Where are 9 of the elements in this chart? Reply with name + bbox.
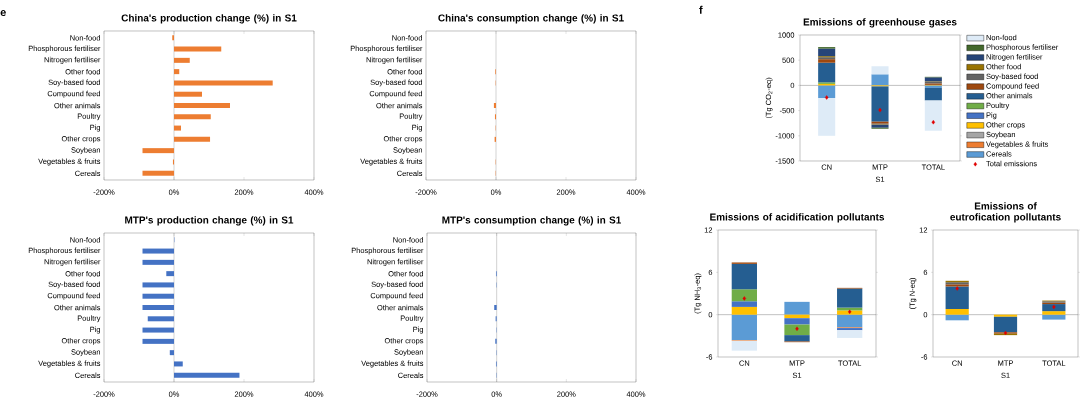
text: f: [699, 5, 703, 14]
chart-title: Emissions of eutrofication pollutants: [950, 202, 1061, 223]
chart-title: MTP's production change (%) in S1: [125, 216, 294, 226]
chart-title: MTP's consumption change (%) in S1: [442, 216, 621, 226]
chart-title: Emissions of acidification pollutants: [710, 213, 885, 223]
chart-title: China's production change (%) in S1: [121, 14, 297, 24]
text: e: [0, 10, 6, 17]
chart-title: China's consumption change (%) in S1: [438, 14, 624, 24]
chart-title: Emissions of greenhouse gases: [803, 18, 957, 28]
